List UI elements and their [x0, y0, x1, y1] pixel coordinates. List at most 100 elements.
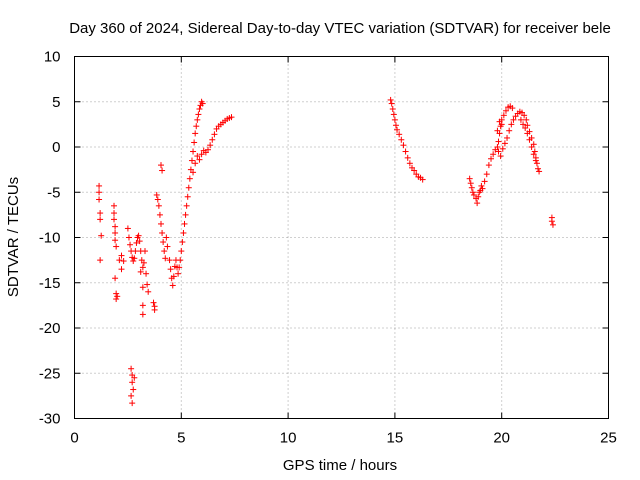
data-point	[139, 302, 146, 309]
data-point	[177, 257, 184, 264]
data-point	[113, 296, 120, 303]
data-point	[190, 169, 197, 176]
data-point	[394, 126, 401, 133]
data-point	[199, 100, 206, 107]
data-point	[522, 124, 529, 131]
data-point	[494, 144, 501, 150]
data-point	[488, 155, 495, 162]
data-point	[97, 216, 104, 223]
data-point	[125, 234, 132, 241]
data-point	[228, 114, 235, 121]
data-point	[170, 273, 177, 280]
y-tick-label: -10	[39, 230, 61, 247]
data-point	[158, 162, 165, 169]
data-point	[113, 243, 120, 250]
data-point	[391, 116, 398, 123]
data-point	[497, 153, 504, 160]
data-point	[128, 365, 135, 372]
data-point	[130, 258, 137, 265]
data-point	[129, 379, 136, 386]
data-point	[524, 130, 531, 137]
y-tick-label: -30	[39, 411, 61, 428]
data-point	[183, 202, 190, 209]
data-point	[139, 284, 146, 291]
y-tick-label: 5	[52, 94, 60, 111]
data-points	[96, 96, 556, 407]
data-point	[120, 258, 127, 265]
data-point	[98, 232, 105, 239]
data-point	[533, 160, 540, 167]
data-point	[96, 196, 103, 203]
data-point	[139, 311, 146, 318]
x-tick-label: 5	[177, 430, 185, 447]
data-point	[175, 270, 182, 277]
data-point	[181, 220, 188, 227]
data-point	[536, 168, 543, 175]
data-point	[112, 275, 119, 282]
data-point	[495, 138, 502, 145]
data-point	[207, 142, 214, 149]
data-point	[520, 121, 527, 128]
data-point	[150, 299, 157, 306]
data-point	[186, 175, 193, 182]
y-tick-label: 0	[52, 139, 60, 156]
data-point	[499, 145, 506, 152]
data-point	[506, 127, 513, 134]
data-point	[127, 241, 134, 248]
data-point	[194, 116, 201, 123]
data-point	[193, 123, 200, 130]
data-point	[478, 182, 485, 189]
data-point	[139, 264, 146, 271]
data-point	[96, 182, 103, 189]
data-point	[131, 255, 138, 262]
data-point	[184, 193, 191, 200]
data-point	[479, 185, 486, 192]
data-point	[144, 281, 151, 288]
data-point	[502, 107, 509, 114]
data-point	[143, 270, 150, 277]
data-point	[532, 157, 539, 164]
data-point	[112, 223, 119, 230]
data-point	[182, 211, 189, 218]
data-point	[501, 140, 508, 147]
data-point	[118, 252, 125, 259]
data-point	[130, 386, 137, 393]
data-point	[96, 189, 103, 196]
data-point	[389, 105, 396, 112]
data-point	[500, 112, 507, 119]
data-point	[474, 200, 481, 207]
data-point	[504, 134, 511, 141]
data-point	[411, 167, 418, 174]
axis-ticks: 0 5 10 15 20 25 -30 -25 -20 -15 -10 -5 0 5 10	[39, 49, 617, 447]
data-point	[392, 122, 399, 129]
data-point	[466, 175, 473, 182]
data-point	[129, 400, 136, 407]
data-point	[160, 239, 167, 246]
y-tick-label: -15	[39, 275, 61, 292]
data-point	[188, 157, 195, 164]
data-point	[198, 151, 205, 158]
data-point	[404, 154, 411, 161]
data-point	[161, 248, 168, 255]
data-point	[137, 268, 144, 275]
data-point	[508, 121, 515, 128]
data-point	[167, 266, 174, 273]
grid	[74, 56, 609, 419]
data-point	[156, 211, 163, 218]
data-point	[509, 105, 516, 112]
x-axis-label: GPS time / hours	[283, 457, 397, 474]
data-point	[490, 151, 497, 158]
data-point	[97, 210, 104, 217]
data-point	[112, 229, 119, 236]
data-point	[158, 220, 165, 227]
data-point	[475, 193, 482, 200]
data-point	[387, 96, 394, 103]
x-tick-label: 20	[493, 430, 510, 447]
data-point	[196, 105, 203, 112]
data-point	[111, 216, 118, 223]
y-tick-label: -5	[47, 184, 60, 201]
data-point	[159, 229, 166, 236]
data-point	[159, 167, 166, 174]
data-point	[128, 392, 135, 399]
